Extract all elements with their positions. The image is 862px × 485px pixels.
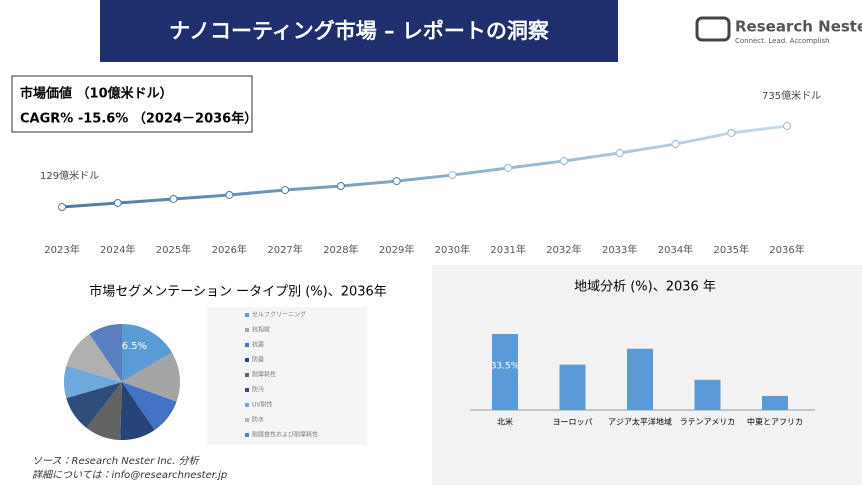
pie-slice: [63, 365, 122, 399]
bar: [559, 364, 586, 410]
legend-label: UV耐性: [252, 401, 273, 409]
legend-label: セルフクリーニング: [252, 311, 306, 319]
marker: [169, 194, 178, 203]
x-tick-label: 2028年: [323, 243, 358, 256]
contact: 詳細については：info@researchnester.jp: [32, 469, 227, 481]
pie-legend-box: [207, 307, 367, 445]
x-tick-label: 2036年: [769, 243, 804, 256]
marker: [671, 140, 680, 149]
x-tick-label: 北米: [497, 417, 513, 427]
x-tick-label: ヨーロッパ: [553, 418, 593, 427]
legend-swatch: [245, 388, 249, 392]
bar: [492, 334, 518, 410]
header-band: [100, 0, 618, 62]
logo-icon: [695, 16, 731, 42]
x-tick-label: ラテンアメリカ: [680, 418, 736, 427]
marker: [281, 186, 290, 195]
legend-swatch: [245, 433, 249, 437]
marker: [559, 157, 568, 166]
legend-label: 防汚: [252, 386, 264, 394]
legend-label: 防曇: [252, 356, 264, 364]
bar: [762, 395, 788, 410]
pie-slice: [89, 324, 122, 382]
legend-swatch: [245, 328, 249, 332]
logo-name: Research Nester: [735, 18, 862, 36]
legend-swatch: [245, 358, 249, 362]
marker: [615, 149, 624, 157]
legend-swatch: [245, 343, 249, 347]
marker: [504, 163, 513, 172]
marker: [392, 177, 401, 186]
x-tick-label: 2034年: [658, 243, 693, 256]
data-label: 129億米ドル: [40, 169, 99, 182]
legend-swatch: [245, 418, 249, 422]
logo: Research Nester Connect. Lead. Accomplis…: [695, 16, 862, 45]
marker: [783, 122, 791, 130]
market-value: 市場価値 （10億米ドル）: [20, 86, 173, 102]
pie-slice: [66, 334, 122, 382]
marker: [448, 171, 457, 180]
pie-slice: [86, 382, 122, 440]
legend-label: 抗指紋: [252, 326, 270, 334]
x-tick-label: 2025年: [156, 243, 191, 256]
data-label: 33.5%: [491, 362, 520, 372]
x-tick-label: 2029年: [379, 243, 414, 256]
pie-title: 市場セグメンテーション ータイプ別 (%)、2036年: [89, 285, 387, 300]
marker: [225, 190, 234, 199]
legend-swatch: [245, 373, 249, 377]
marker: [113, 198, 122, 207]
bar: [627, 348, 653, 410]
line: [61, 124, 788, 209]
legend-swatch: [245, 313, 249, 317]
data-label: 735億米ドル: [762, 89, 821, 102]
x-tick-label: 2023年: [44, 243, 79, 256]
bar: [694, 379, 721, 410]
x-tick-label: 2030年: [435, 243, 470, 256]
x-tick-label: 2024年: [100, 243, 135, 256]
marker: [58, 203, 66, 211]
cagr: CAGR% -15.6% （2024－2036年）: [20, 111, 257, 127]
pie-slice: [66, 382, 122, 428]
x-tick-label: 2027年: [267, 243, 302, 256]
logo-tagline: Connect. Lead. Accomplish: [735, 37, 830, 45]
source: ソース：Research Nester Inc. 分析: [32, 455, 201, 467]
header-title: ナノコーティング市場 – レポートの洞察: [169, 19, 550, 43]
legend-label: 耐腐食性および耐摩耗性: [252, 431, 318, 439]
x-tick-label: アジア太平洋地域: [608, 417, 672, 427]
pie-slice: [120, 382, 155, 440]
legend-label: 抗菌: [252, 341, 264, 349]
pie-slice: [122, 324, 172, 382]
legend-swatch: [245, 403, 249, 407]
marker: [727, 128, 736, 137]
x-tick-label: 2032年: [546, 243, 581, 256]
x-tick-label: 2035年: [714, 243, 749, 256]
marker: [336, 182, 345, 191]
data-label: 16.5%: [115, 341, 147, 352]
x-tick-label: 2026年: [212, 243, 247, 256]
legend-label: 防水: [252, 416, 264, 424]
bar-title: 地域分析 (%)、2036 年: [574, 280, 716, 295]
x-tick-label: 2031年: [490, 243, 525, 256]
pie-slice: [122, 382, 177, 430]
x-tick-label: 2033年: [602, 243, 637, 256]
pie-slice: [122, 352, 180, 402]
info-box: [11, 75, 253, 133]
x-tick-label: 中東とアフリカ: [747, 417, 803, 427]
legend-label: 耐摩耗性: [252, 371, 276, 379]
